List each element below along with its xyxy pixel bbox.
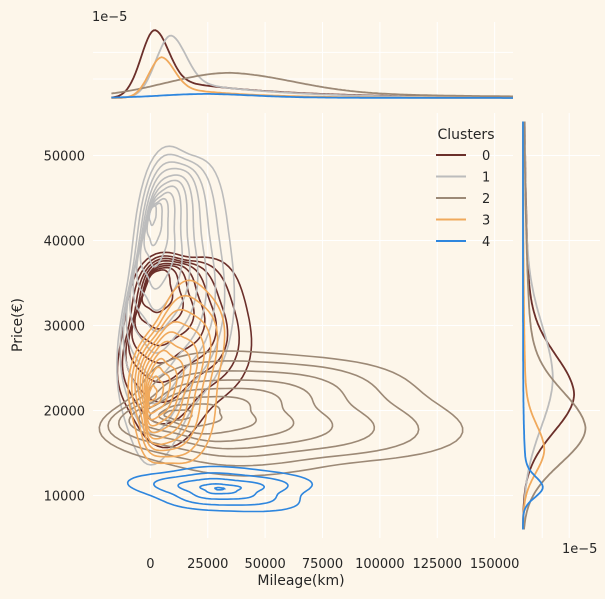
x-axis-title: Mileage(km) <box>257 573 344 589</box>
contour-cluster-3 <box>130 294 219 458</box>
legend-title: Clusters <box>438 127 495 143</box>
y-tick-labels: 10000 20000 30000 40000 50000 <box>44 150 85 505</box>
x-tick-label: 0 <box>146 557 154 572</box>
legend: Clusters 0 1 2 3 4 <box>436 127 494 250</box>
x-tick-label: 125000 <box>412 557 462 572</box>
contour-cluster-1 <box>139 191 176 290</box>
contour-cluster-3 <box>146 366 172 415</box>
contour-cluster-3 <box>145 357 178 421</box>
y-axis-title: Price(€) <box>10 298 26 352</box>
top-marginal-cluster-4 <box>111 93 513 99</box>
legend-label-cluster-1: 1 <box>482 171 490 186</box>
x-tick-label: 25000 <box>187 557 228 572</box>
main-contours <box>98 145 464 513</box>
main-grid <box>93 113 513 538</box>
right-marginal-cluster-4 <box>522 121 544 530</box>
y-tick-label: 20000 <box>44 405 85 420</box>
contour-cluster-3 <box>134 308 212 452</box>
contour-cluster-3 <box>139 331 199 440</box>
top-scale-label: 1e−5 <box>92 10 127 25</box>
contour-cluster-3 <box>137 320 206 446</box>
x-tick-labels: 0 25000 50000 75000 100000 125000 150000 <box>146 557 519 572</box>
y-tick-label: 50000 <box>44 150 85 165</box>
contour-cluster-0 <box>141 269 174 314</box>
top-marginal-curves <box>111 29 513 99</box>
legend-label-cluster-4: 4 <box>482 235 490 250</box>
y-tick-label: 10000 <box>44 490 85 505</box>
contour-cluster-3 <box>148 384 158 402</box>
contour-cluster-4 <box>126 465 314 513</box>
contour-cluster-3 <box>147 375 165 408</box>
contour-cluster-3 <box>141 340 192 434</box>
contour-cluster-2 <box>157 403 223 428</box>
top-marginal-cluster-2 <box>111 71 513 98</box>
legend-label-cluster-0: 0 <box>482 149 490 164</box>
x-tick-label: 75000 <box>302 557 343 572</box>
contour-cluster-2 <box>107 360 420 467</box>
legend-label-cluster-3: 3 <box>482 214 490 229</box>
x-tick-label: 100000 <box>355 557 405 572</box>
contour-cluster-3 <box>143 349 185 427</box>
contour-cluster-1 <box>119 153 226 434</box>
top-marginal-grid <box>93 22 513 98</box>
contour-group-cluster-3 <box>127 279 226 465</box>
contour-cluster-2 <box>98 350 464 477</box>
contour-cluster-1 <box>116 145 236 466</box>
contour-cluster-4 <box>199 482 242 495</box>
contour-cluster-1 <box>146 202 163 247</box>
contour-cluster-4 <box>152 472 289 506</box>
contour-cluster-1 <box>135 185 183 312</box>
contour-cluster-1 <box>148 205 157 227</box>
right-marginal-curves <box>522 121 587 530</box>
contour-group-cluster-2 <box>98 350 464 477</box>
contour-cluster-3 <box>127 279 226 465</box>
x-tick-label: 50000 <box>244 557 285 572</box>
contour-cluster-1 <box>143 197 170 268</box>
contour-cluster-2 <box>117 370 376 458</box>
contour-group-cluster-4 <box>126 465 314 513</box>
legend-label-cluster-2: 2 <box>482 192 490 207</box>
contour-cluster-2 <box>148 395 257 435</box>
right-marginal-cluster-2 <box>523 121 587 530</box>
contour-cluster-4 <box>177 477 266 500</box>
x-tick-label: 150000 <box>470 557 520 572</box>
right-scale-label: 1e−5 <box>562 542 597 557</box>
y-tick-label: 30000 <box>44 320 85 335</box>
y-tick-label: 40000 <box>44 235 85 250</box>
legend-items: 0 1 2 3 4 <box>436 149 490 250</box>
contour-cluster-4 <box>214 486 227 491</box>
